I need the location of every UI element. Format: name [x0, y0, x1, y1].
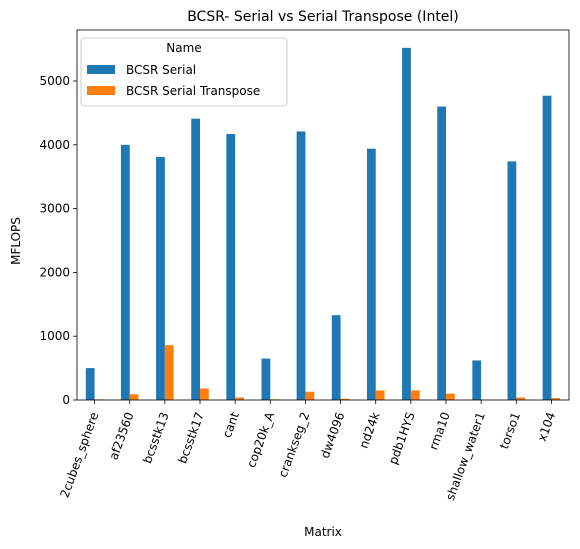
y-tick-label: 5000 — [39, 74, 70, 88]
bar-bcsr-serial-x104 — [543, 96, 552, 400]
y-tick-label: 4000 — [39, 138, 70, 152]
bar-bcsr-serial-transpose-nd24k — [376, 390, 385, 400]
x-tick-label: rma10 — [426, 410, 453, 451]
bar-bcsr-serial-pdb1hys — [402, 48, 411, 400]
y-tick-label: 1000 — [39, 329, 70, 343]
bar-bcsr-serial-transpose-crankseg-2 — [305, 392, 314, 400]
x-tick-label: crankseg_2 — [276, 410, 313, 479]
x-tick-label: cant — [220, 410, 242, 440]
legend-swatch-bcsr-serial-transpose — [87, 86, 115, 95]
bar-bcsr-serial-rma10 — [437, 107, 446, 400]
bar-bcsr-serial-transpose-pdb1hys — [411, 390, 420, 400]
bar-bcsr-serial-nd24k — [367, 149, 376, 400]
legend-label-bcsr-serial-transpose: BCSR Serial Transpose — [126, 84, 260, 98]
bar-bcsr-serial-af23560 — [121, 145, 130, 400]
x-tick-label: af23560 — [106, 410, 136, 462]
x-tick-label: pdb1HYS — [386, 410, 418, 466]
x-tick-label: bcsstk17 — [175, 410, 207, 465]
bar-bcsr-serial-bcsstk13 — [156, 157, 165, 400]
legend: Name BCSR Serial BCSR Serial Transpose — [81, 38, 287, 106]
y-axis-label: MFLOPS — [9, 217, 23, 265]
legend-swatch-bcsr-serial — [87, 65, 115, 74]
bar-bcsr-serial-torso1 — [508, 161, 517, 400]
bar-bcsr-serial-cop20k-a — [262, 359, 271, 400]
x-tick-label: 2cubes_sphere — [57, 410, 101, 499]
bar-bcsr-serial-cant — [226, 134, 235, 400]
bar-bcsr-serial-transpose-af23560 — [130, 394, 139, 400]
bar-bcsr-serial-bcsstk17 — [191, 119, 200, 400]
x-axis-label: Matrix — [304, 525, 342, 539]
bar-bcsr-serial-transpose-bcsstk17 — [200, 389, 209, 400]
bar-bcsr-serial-shallow-water1 — [472, 360, 481, 400]
chart-title: BCSR- Serial vs Serial Transpose (Intel) — [187, 9, 459, 25]
bar-bcsr-serial-crankseg-2 — [297, 131, 306, 400]
x-tick-label: torso1 — [497, 410, 523, 451]
x-tick-label: shallow_water1 — [443, 410, 488, 502]
y-tick-label: 3000 — [39, 202, 70, 216]
x-tick-label: bcsstk13 — [140, 410, 172, 465]
x-tick-label: dw4096 — [318, 410, 348, 460]
y-tick-label: 0 — [62, 393, 70, 407]
bar-bcsr-serial-transpose-rma10 — [446, 394, 455, 400]
legend-title: Name — [166, 41, 201, 55]
x-tick-label: x104 — [535, 410, 558, 443]
bar-bcsr-serial-transpose-bcsstk13 — [165, 345, 174, 400]
legend-label-bcsr-serial: BCSR Serial — [126, 63, 196, 77]
bar-bcsr-serial-dw4096 — [332, 315, 341, 400]
bar-bcsr-serial-2cubes-sphere — [86, 368, 95, 400]
x-tick-label: nd24k — [357, 410, 383, 450]
x-tick-label: cop20k_A — [244, 409, 277, 469]
y-tick-label: 2000 — [39, 265, 70, 279]
